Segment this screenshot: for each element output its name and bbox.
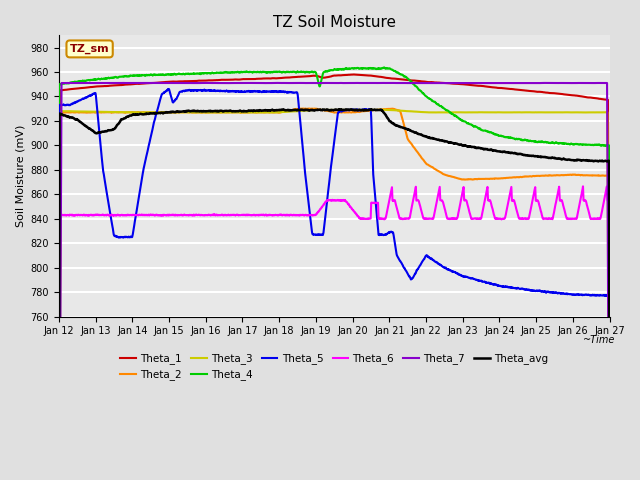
Text: TZ_sm: TZ_sm: [70, 44, 109, 54]
Y-axis label: Soil Moisture (mV): Soil Moisture (mV): [15, 125, 25, 227]
Title: TZ Soil Moisture: TZ Soil Moisture: [273, 15, 396, 30]
Legend: Theta_1, Theta_2, Theta_3, Theta_4, Theta_5, Theta_6, Theta_7, Theta_avg: Theta_1, Theta_2, Theta_3, Theta_4, Thet…: [116, 349, 552, 384]
Text: ~Time: ~Time: [583, 335, 615, 345]
